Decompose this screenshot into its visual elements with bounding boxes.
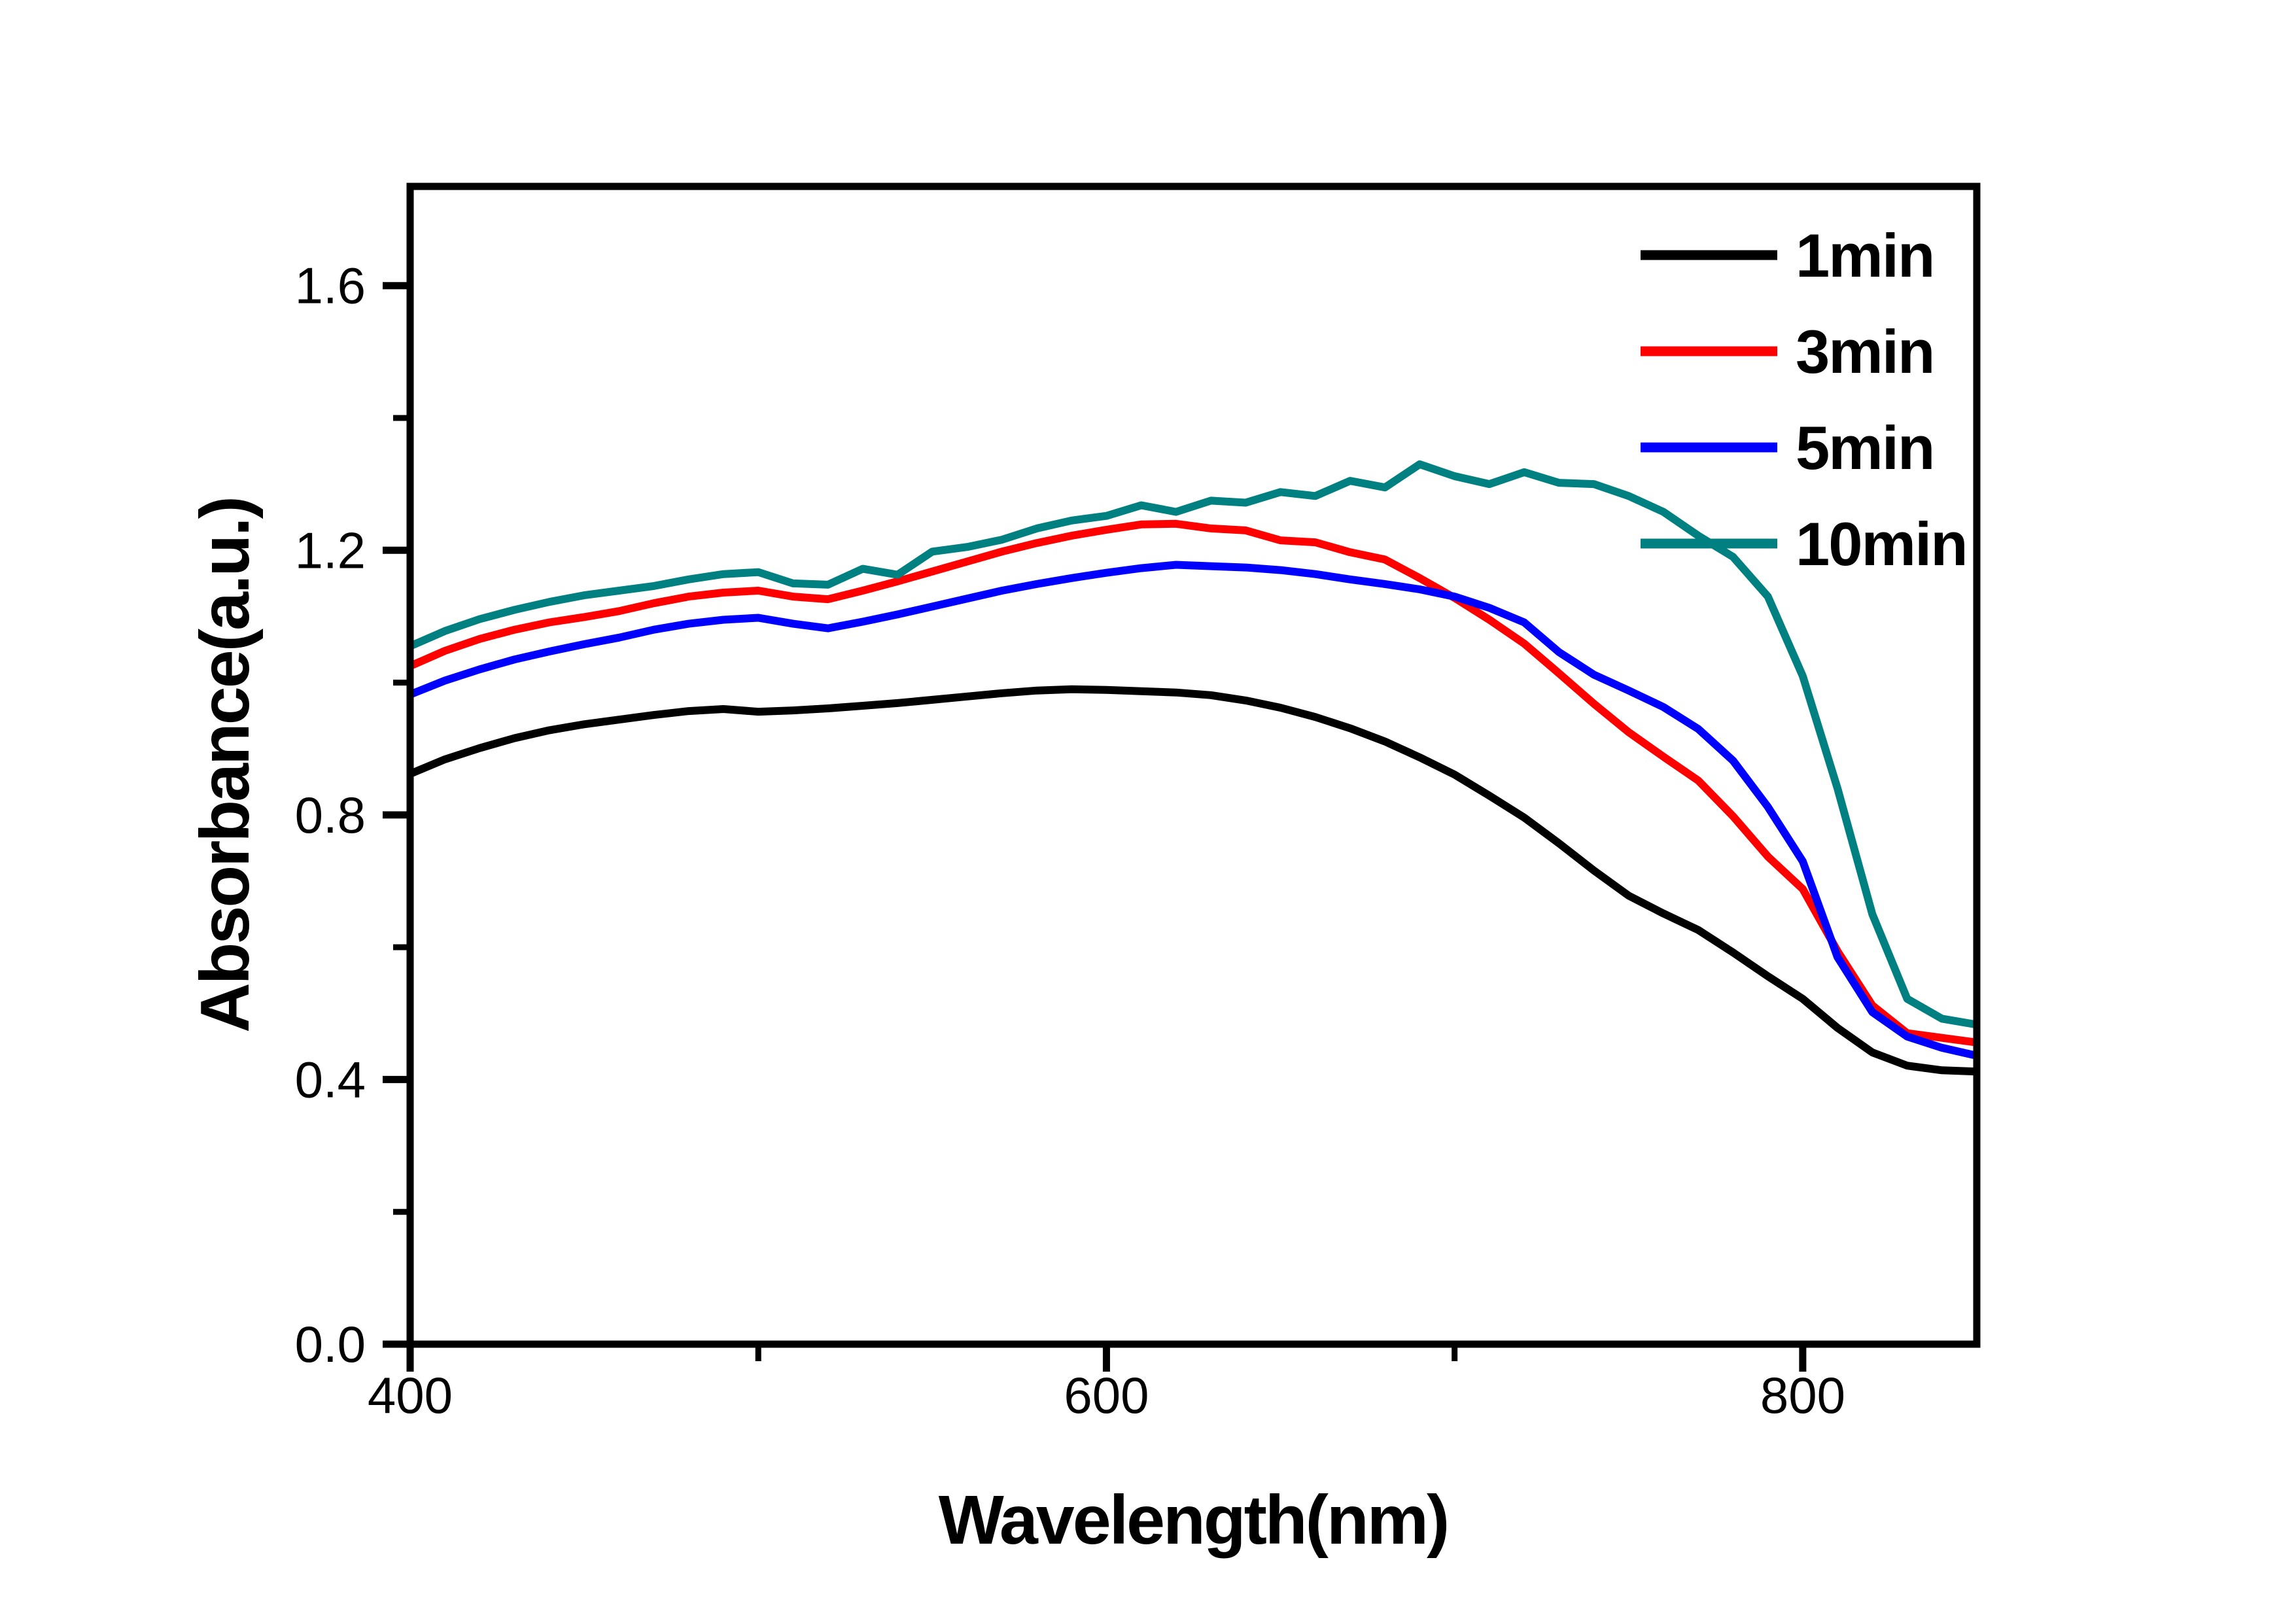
y-tick-label-1.6: 1.6 — [295, 257, 366, 315]
x-tick-label-600: 600 — [1064, 1366, 1149, 1424]
x-axis-tick-labels: 400 600 800 — [368, 1366, 1845, 1424]
x-axis-ticks — [406, 1344, 1807, 1372]
legend-item-3min: 3min — [1641, 317, 1935, 386]
y-tick-label-0.8: 0.8 — [295, 786, 366, 844]
series-line-5min — [408, 561, 1978, 1060]
y-axis-title: Absorbance(a.u.) — [186, 498, 264, 1033]
plot-area — [406, 182, 1981, 1348]
y-tick-label-0.0: 0.0 — [295, 1315, 366, 1373]
legend-item-5min: 5min — [1641, 413, 1935, 482]
legend-label-10min: 10min — [1796, 510, 1967, 578]
y-tick-label-1.2: 1.2 — [295, 521, 366, 579]
legend-label-1min: 1min — [1796, 221, 1934, 290]
legend-item-10min: 10min — [1641, 510, 1968, 578]
legend: 1min 3min 5min 10min — [1641, 221, 1968, 578]
series-line-1min — [408, 685, 1977, 1076]
x-tick-label-400: 400 — [368, 1366, 453, 1424]
series-curves — [408, 460, 1978, 1076]
series-line-3min — [408, 519, 1977, 1047]
legend-label-5min: 5min — [1796, 413, 1934, 482]
y-tick-label-0.4: 0.4 — [295, 1050, 366, 1108]
legend-label-3min: 3min — [1796, 317, 1934, 386]
y-axis-tick-labels: 0.0 0.4 0.8 1.2 1.6 — [295, 257, 366, 1373]
legend-item-1min: 1min — [1641, 221, 1935, 290]
y-axis-ticks — [383, 282, 410, 1348]
x-axis-title: Wavelength(nm) — [939, 1482, 1448, 1559]
x-tick-label-800: 800 — [1760, 1366, 1845, 1424]
